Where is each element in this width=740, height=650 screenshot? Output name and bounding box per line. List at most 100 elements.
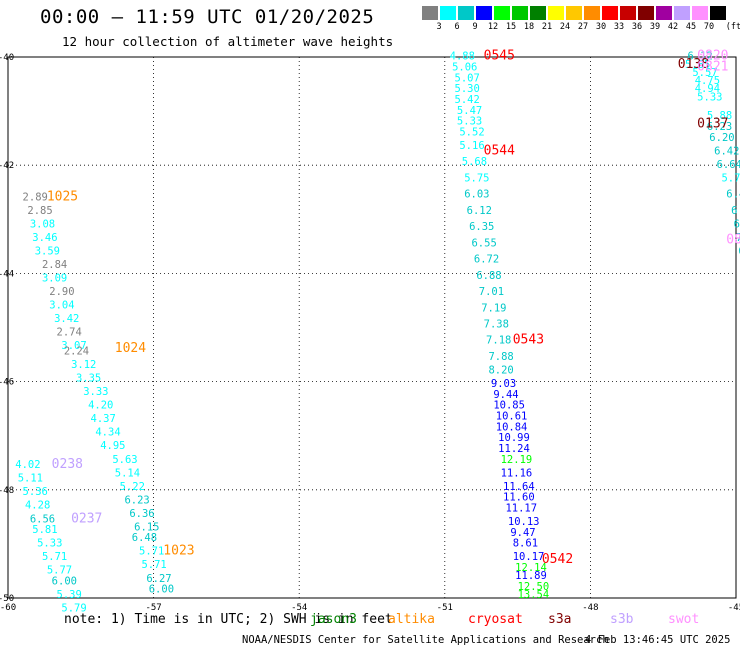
scale-swatch [476,6,492,20]
pass-time-label: 0237 [71,511,102,526]
wave-height-value: 6.72 [474,254,499,266]
wave-height-value: 5.22 [120,481,145,493]
lat-tick-label: -44 [0,269,14,279]
wave-height-value: 8.20 [488,364,513,376]
legend-item-swot: swot [668,612,700,627]
pass-time-label: 0545 [484,49,515,64]
scale-label: 70 [703,22,715,32]
wave-height-value: 5.39 [57,589,82,601]
wave-height-value: 5.57 [692,67,717,79]
wave-height-value: 6.23 [124,494,149,506]
scale-swatch [638,6,654,20]
wave-height-value: 4.37 [91,413,116,425]
wave-height-value: 6.64 [717,159,740,171]
wave-height-value: 5.33 [697,91,722,103]
wave-height-value: 10.61 [496,410,528,422]
wave-height-value: 4.88 [450,51,475,63]
wave-height-value: 4.02 [15,459,40,471]
wave-height-value: 6.27 [146,573,171,585]
wave-height-value: 6.86 [731,205,740,217]
wave-height-value: 7.19 [481,302,506,314]
wave-height-value: 6.35 [469,221,494,233]
scale-label: 45 [685,22,697,32]
scale-swatch [566,6,582,20]
wave-height-value: 12.50 [518,581,550,593]
wave-height-value: 5.07 [455,72,480,84]
wave-height-value: 5.42 [455,94,480,106]
wave-height-value: 11.89 [515,570,547,582]
wave-height-value: 5.14 [115,467,140,479]
scale-swatch [656,6,672,20]
wave-height-value: 6.12 [687,51,712,63]
lat-tick-label: -40 [0,53,14,63]
wave-height-value: 5.30 [455,83,480,95]
scale-label: 12 [487,22,499,32]
wave-height-value: 12.19 [501,454,533,466]
legend-item-cryosat: cryosat [468,612,523,627]
wave-height-value: 5.77 [47,565,72,577]
pass-time-label: 1024 [115,341,146,356]
wave-height-value: 5.71 [42,551,67,563]
wave-height-value: 5.85 [685,59,710,71]
wave-height-value: 12.14 [515,562,547,574]
wave-height-value: 9.47 [510,527,535,539]
wave-height-value: 6.56 [30,513,55,525]
scale-label: 24 [559,22,571,32]
scale-swatch [422,6,438,20]
scale-swatch [440,6,456,20]
wave-height-value: 6.20 [709,132,734,144]
wave-height-value: 4.28 [25,500,50,512]
wave-height-value: 6.15 [134,521,159,533]
lat-tick-label: -42 [0,161,14,171]
wave-height-value: 5.88 [707,110,732,122]
scale-label: 42 [667,22,679,32]
pass-time-label: 0820 [697,49,728,64]
wave-height-value: 5.68 [462,156,487,168]
scale-label: 15 [505,22,517,32]
lat-tick-label: -48 [0,486,14,496]
lon-tick-label: -48 [582,603,598,613]
wave-height-value: 5.79 [61,603,86,615]
wave-height-value: 6.46 [726,189,740,201]
pass-time-label: 08 [726,233,740,248]
wave-height-value: 5.33 [457,116,482,128]
wave-height-value: 7.01 [479,286,504,298]
wave-height-value: 3.42 [54,313,79,325]
wave-height-value: 6.88 [476,270,501,282]
page-title: 00:00 – 11:59 UTC 01/20/2025 [40,6,375,28]
wave-height-value: 3.46 [32,232,57,244]
wave-height-value: 5.06 [452,62,477,74]
wave-height-value: 10.13 [508,516,540,528]
legend-item-jason3: jason3 [310,612,357,627]
legend-item-s3a: s3a [548,612,572,627]
wave-height-value: 3.12 [71,359,96,371]
scale-label: 36 [631,22,643,32]
wave-height-value: 6.42 [714,145,739,157]
credit-text: NOAA/NESDIS Center for Satellite Applica… [242,634,609,646]
wave-height-value: 5.33 [37,538,62,550]
wave-height-value: 7.11 [736,232,740,244]
wave-height-value: 5.16 [459,140,484,152]
wave-height-value: 9.03 [491,378,516,390]
wave-height-value: 6.23 [707,121,732,133]
scale-swatch [602,6,618,20]
scale-swatch [512,6,528,20]
generated-timestamp: 4 Feb 13:46:45 UTC 2025 [585,634,731,646]
lat-tick-label: -46 [0,378,14,388]
wave-height-value: 2.89 [23,191,48,203]
pass-time-label: 0821 [697,60,728,75]
lon-tick-label: -60 [0,603,16,613]
wave-height-value: 11.24 [498,443,530,455]
scale-label: 33 [613,22,625,32]
wave-height-value: 5.71 [141,559,166,571]
pass-time-label: 0544 [484,143,515,158]
wave-height-value: 7.38 [484,319,509,331]
pass-time-label: 1023 [163,544,194,559]
wave-height-value: 11.16 [501,467,533,479]
wave-height-value: 2.85 [27,205,52,217]
wave-height-value: 6.81 [738,245,740,257]
lon-tick-label: -45 [728,603,740,613]
wave-height-value: 2.90 [49,286,74,298]
scale-swatch [530,6,546,20]
